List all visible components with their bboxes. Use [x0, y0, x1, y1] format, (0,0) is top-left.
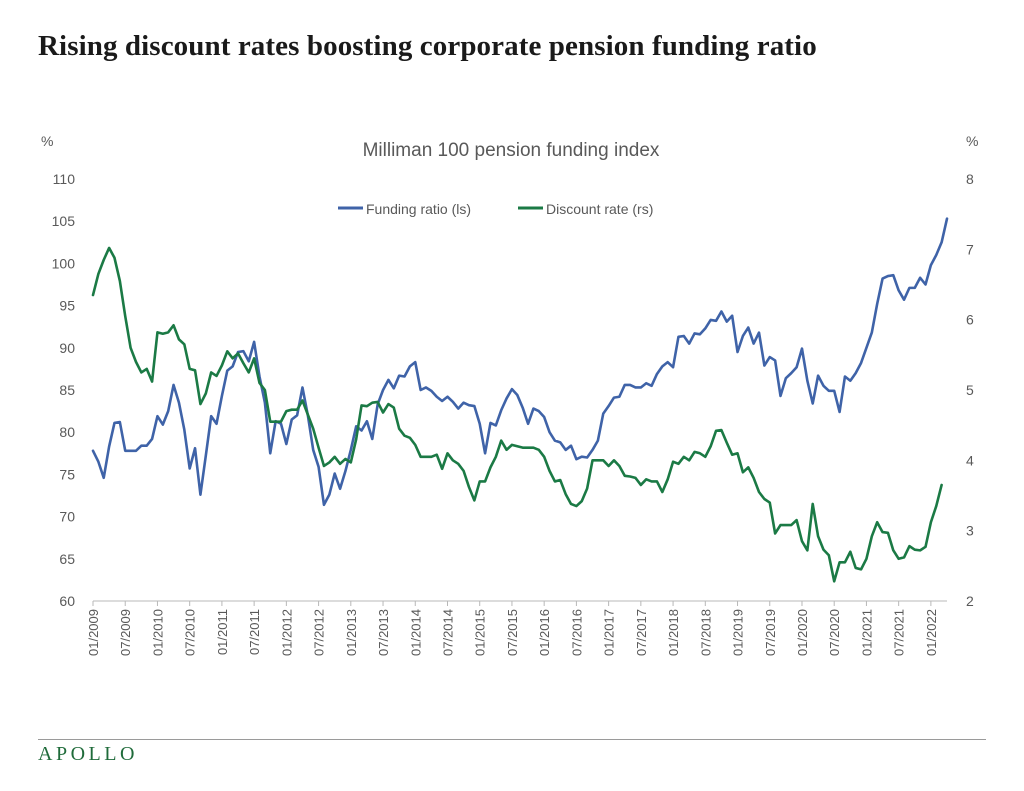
y-right-tick-label: 5	[966, 382, 974, 398]
x-tick-label: 07/2018	[698, 609, 713, 656]
page-title: Rising discount rates boosting corporate…	[38, 30, 817, 62]
x-tick-label: 07/2013	[376, 609, 391, 656]
x-tick-label: 07/2012	[312, 609, 327, 656]
apollo-logo: APOLLO	[38, 743, 138, 765]
x-tick-label: 01/2022	[924, 609, 939, 656]
x-tick-label: 01/2009	[86, 609, 101, 656]
x-tick-label: 07/2010	[183, 609, 198, 656]
legend-label: Funding ratio (ls)	[366, 201, 471, 217]
x-tick-label: 07/2014	[440, 609, 455, 656]
x-tick-label: 01/2011	[215, 609, 230, 655]
x-tick-label: 01/2017	[602, 609, 617, 656]
funding-ratio-line	[91, 217, 949, 507]
y-right-tick-label: 7	[966, 241, 974, 257]
y-left-tick-label: 60	[59, 593, 75, 609]
x-tick-label: 07/2017	[634, 609, 649, 656]
y-right-unit-label: %	[966, 133, 978, 149]
y-left-tick-label: 105	[52, 213, 76, 229]
x-tick-label: 01/2013	[344, 609, 359, 656]
discount-rate-line	[91, 246, 943, 583]
y-right-tick-label: 6	[966, 312, 974, 328]
y-right-tick-label: 3	[966, 523, 974, 539]
y-right-tick-label: 4	[966, 452, 974, 468]
y-left-tick-label: 80	[59, 424, 75, 440]
y-left-tick-label: 75	[59, 466, 75, 482]
y-left-unit-label: %	[41, 133, 53, 149]
x-tick-label: 01/2010	[150, 609, 165, 656]
axes-layer	[92, 600, 947, 606]
x-tick-label: 07/2020	[827, 609, 842, 656]
y-left-tick-label: 110	[53, 171, 76, 187]
x-tick-label: 01/2016	[537, 609, 552, 656]
x-tick-label: 07/2019	[763, 609, 778, 656]
labels-layer: 01/2009 07/2009 01/2010 07/2010 01/2011 07/20…	[41, 133, 978, 656]
x-tick-label: 01/2018	[666, 609, 681, 656]
y-left-tick-label: 85	[59, 382, 75, 398]
x-tick-label: 07/2021	[892, 609, 907, 656]
y-right-tick-label: 8	[966, 171, 974, 187]
y-left-tick-label: 95	[59, 298, 75, 314]
y-left-tick-label: 90	[59, 340, 75, 356]
y-right-tick-label: 2	[966, 593, 974, 609]
x-tick-label: 07/2016	[569, 609, 584, 656]
x-tick-label: 01/2021	[859, 609, 874, 656]
x-tick-label: 01/2019	[731, 609, 746, 656]
x-tick-label: 01/2012	[279, 609, 294, 656]
x-tick-label: 07/2009	[118, 609, 133, 656]
chart-title: Milliman 100 pension funding index	[363, 140, 660, 161]
x-tick-label: 07/2011	[247, 609, 262, 655]
y-left-tick-label: 70	[59, 509, 75, 525]
legend-label: Discount rate (rs)	[546, 201, 653, 217]
footer-divider	[38, 739, 986, 740]
y-left-tick-label: 100	[52, 255, 76, 271]
y-left-tick-label: 65	[59, 551, 75, 567]
x-tick-label: 01/2015	[473, 609, 488, 656]
x-tick-label: 07/2015	[505, 609, 520, 656]
x-tick-label: 01/2020	[795, 609, 810, 656]
lines-layer	[91, 217, 949, 583]
x-tick-label: 01/2014	[408, 609, 423, 656]
